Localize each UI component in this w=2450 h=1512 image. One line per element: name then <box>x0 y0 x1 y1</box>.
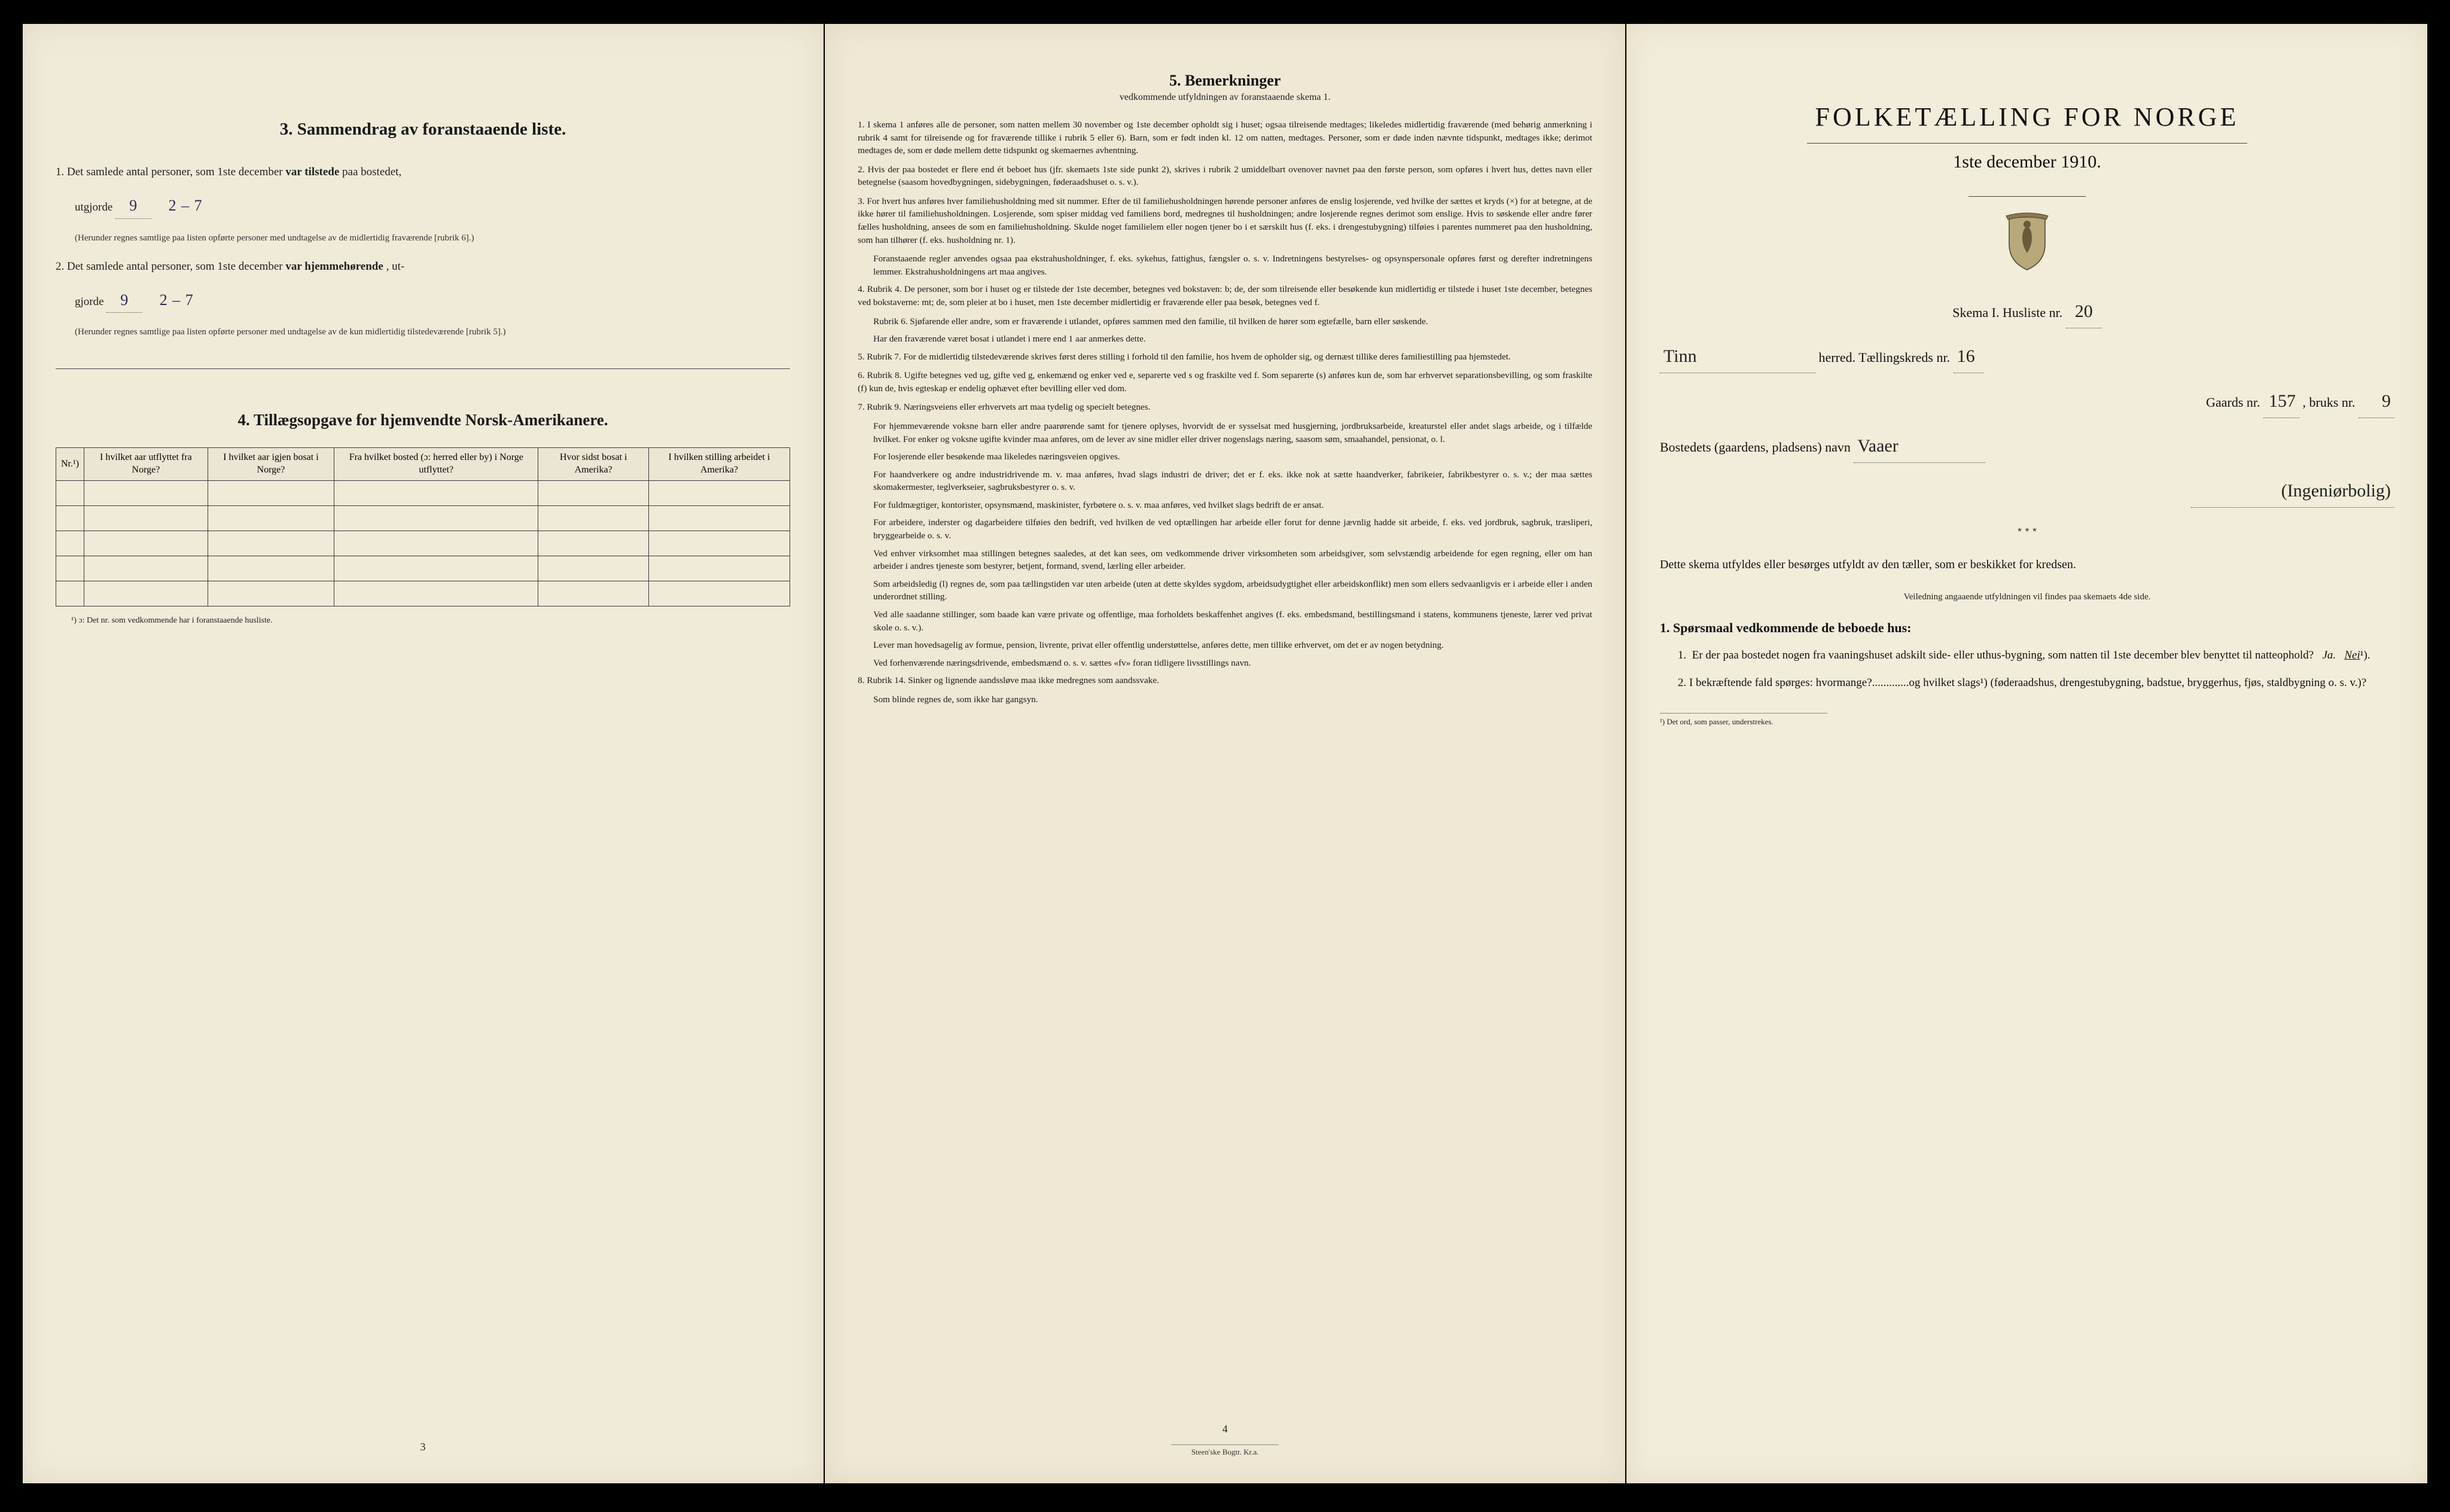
bosted-label: Bostedets (gaardens, pladsens) navn <box>1660 440 1851 455</box>
bosted-value: Vaaer <box>1854 430 1985 463</box>
instruction-body: Dette skema utfyldes eller besørges utfy… <box>1660 555 2394 574</box>
item2: 2. Det samlede antal personer, som 1ste … <box>56 258 790 275</box>
skema-line: Skema I. Husliste nr. 20 <box>1660 295 2394 328</box>
instruction-small: Veiledning angaaende utfyldningen vil fi… <box>1660 592 2394 602</box>
herred-line: Tinn herred. Tællingskreds nr. 16 <box>1660 340 2394 373</box>
remark-item: Har den fraværende været bosat i utlande… <box>873 333 1592 346</box>
bosted-paren: (Ingeniørbolig) <box>2191 475 2394 508</box>
document-spread: 3. Sammendrag av foranstaaende liste. 1.… <box>23 24 2427 1483</box>
remark-item: 7. Rubrik 9. Næringsveiens eller erhverv… <box>858 401 1592 414</box>
remark-item: Som blinde regnes de, som ikke har gangs… <box>873 693 1592 706</box>
bosted-line: Bostedets (gaardens, pladsens) navn Vaae… <box>1660 430 2394 463</box>
section4-heading: 4. Tillægsopgave for hjemvendte Norsk-Am… <box>56 411 790 429</box>
item2-l2a: gjorde <box>75 295 104 308</box>
questions-heading: 1. Spørsmaal vedkommende de beboede hus: <box>1660 620 2394 636</box>
bosted-paren-line: (Ingeniørbolig) <box>1660 475 2394 508</box>
th2: I hvilket aar igjen bosat i Norge? <box>208 448 334 481</box>
th3: Fra hvilket bosted (ɔ: herred eller by) … <box>334 448 538 481</box>
ornament-icon: ⋆⋆⋆ <box>1660 522 2394 537</box>
gaards-nr: 157 <box>2263 385 2299 418</box>
item2-suffix: , ut- <box>386 260 405 273</box>
item1-note: (Herunder regnes samtlige paa listen opf… <box>75 232 790 245</box>
remark-item: Som arbeidsledig (l) regnes de, som paa … <box>873 578 1592 603</box>
page-right: FOLKETÆLLING FOR NORGE 1ste december 191… <box>1626 24 2427 1483</box>
remarks-list: 1. I skema 1 anføres alle de personer, s… <box>858 118 1592 706</box>
herred-value: Tinn <box>1660 340 1815 373</box>
remark-item: Foranstaaende regler anvendes ogsaa paa … <box>873 252 1592 278</box>
bruks-label: , bruks nr. <box>2303 395 2355 410</box>
remark-item: 8. Rubrik 14. Sinker og lignende aandssl… <box>858 674 1592 687</box>
th0: Nr.¹) <box>56 448 84 481</box>
remark-item: For haandverkere og andre industridriven… <box>873 468 1592 494</box>
pagenum-3: 3 <box>23 1441 823 1453</box>
section5-sub: vedkommende utfyldningen av foranstaaend… <box>858 92 1592 103</box>
item2-note: (Herunder regnes samtlige paa listen opf… <box>75 326 790 339</box>
remark-item: 5. Rubrik 7. For de midlertidig tilstede… <box>858 350 1592 364</box>
coat-of-arms-icon <box>1660 211 2394 274</box>
remark-item: Ved enhver virksomhet maa stillingen bet… <box>873 547 1592 573</box>
printer-credit: Steen'ske Bogtr. Kr.a. <box>1171 1444 1279 1457</box>
item2-bold: var hjemmehørende <box>285 260 383 273</box>
item2-value: 9 <box>106 288 142 313</box>
remark-item: 1. I skema 1 anføres alle de personer, s… <box>858 118 1592 157</box>
emigrant-table-body <box>56 481 790 606</box>
remark-item: 3. For hvert hus anføres hver familiehus… <box>858 195 1592 246</box>
remark-item: For hjemmeværende voksne barn eller andr… <box>873 420 1592 446</box>
remark-item: For losjerende eller besøkende maa likel… <box>873 450 1592 464</box>
kreds-nr: 16 <box>1954 340 1983 373</box>
gaard-line: Gaards nr. 157 , bruks nr. 9 <box>1660 385 2394 418</box>
remark-item: Ved alle saadanne stillinger, som baade … <box>873 608 1592 634</box>
item2-prefix: 2. Det samlede antal personer, som 1ste … <box>56 260 285 273</box>
page-middle: 5. Bemerkninger vedkommende utfyldningen… <box>825 24 1625 1483</box>
remark-item: 6. Rubrik 8. Ugifte betegnes ved ug, gif… <box>858 369 1592 395</box>
th4: Hvor sidst bosat i Amerika? <box>538 448 648 481</box>
remark-item: 4. Rubrik 4. De personer, som bor i huse… <box>858 283 1592 309</box>
th5: I hvilken stilling arbeidet i Amerika? <box>648 448 790 481</box>
item1-value: 9 <box>115 194 151 218</box>
item2-line2: gjorde 9 2 – 7 <box>75 288 790 313</box>
question-2: 2. I bekræftende fald spørges: hvormange… <box>1678 674 2394 692</box>
item1-suffix: paa bostedet, <box>342 166 401 178</box>
bruks-nr: 9 <box>2358 385 2394 418</box>
herred-label: herred. Tællingskreds nr. <box>1819 350 1951 365</box>
document-title: FOLKETÆLLING FOR NORGE <box>1660 102 2394 132</box>
item1: 1. Det samlede antal personer, som 1ste … <box>56 163 790 181</box>
emigrant-table: Nr.¹) I hvilket aar utflyttet fra Norge?… <box>56 447 790 606</box>
section3-heading: 3. Sammendrag av foranstaaende liste. <box>56 120 790 139</box>
husliste-nr: 20 <box>2066 295 2102 328</box>
remark-item: 2. Hvis der paa bostedet er flere end ét… <box>858 163 1592 189</box>
q1-ja: Ja. <box>2322 649 2336 662</box>
item1-l2a: utgjorde <box>75 201 112 214</box>
remark-item: Ved forhenværende næringsdrivende, embed… <box>873 657 1592 670</box>
question-1: 1. Er der paa bostedet nogen fra vaaning… <box>1678 647 2394 664</box>
remark-item: For arbeidere, inderster og dagarbeidere… <box>873 516 1592 542</box>
q1-nei: Nei <box>2344 649 2360 662</box>
item1-prefix: 1. Det samlede antal personer, som 1ste … <box>56 166 285 178</box>
remark-item: For fuldmægtiger, kontorister, opsynsmæn… <box>873 499 1592 512</box>
remark-item: Lever man hovedsagelig av formue, pensio… <box>873 639 1592 652</box>
page-left: 3. Sammendrag av foranstaaende liste. 1.… <box>23 24 824 1483</box>
item1-line2: utgjorde 9 2 – 7 <box>75 194 790 218</box>
pagenum-4: 4 <box>825 1423 1625 1435</box>
section5-heading: 5. Bemerkninger <box>858 72 1592 90</box>
skema-label: Skema I. Husliste nr. <box>1952 305 2062 320</box>
item2-marginal: 2 – 7 <box>160 291 194 309</box>
right-footnote: ¹) Det ord, som passer, understrekes. <box>1660 713 1827 727</box>
table-footnote: ¹) ɔ: Det nr. som vedkommende har i fora… <box>71 616 790 626</box>
gaards-label: Gaards nr. <box>2206 395 2260 410</box>
item1-bold: var tilstede <box>285 166 339 178</box>
document-date: 1ste december 1910. <box>1660 152 2394 172</box>
th1: I hvilket aar utflyttet fra Norge? <box>84 448 208 481</box>
item1-marginal: 2 – 7 <box>169 197 203 214</box>
remark-item: Rubrik 6. Sjøfarende eller andre, som er… <box>873 315 1592 328</box>
